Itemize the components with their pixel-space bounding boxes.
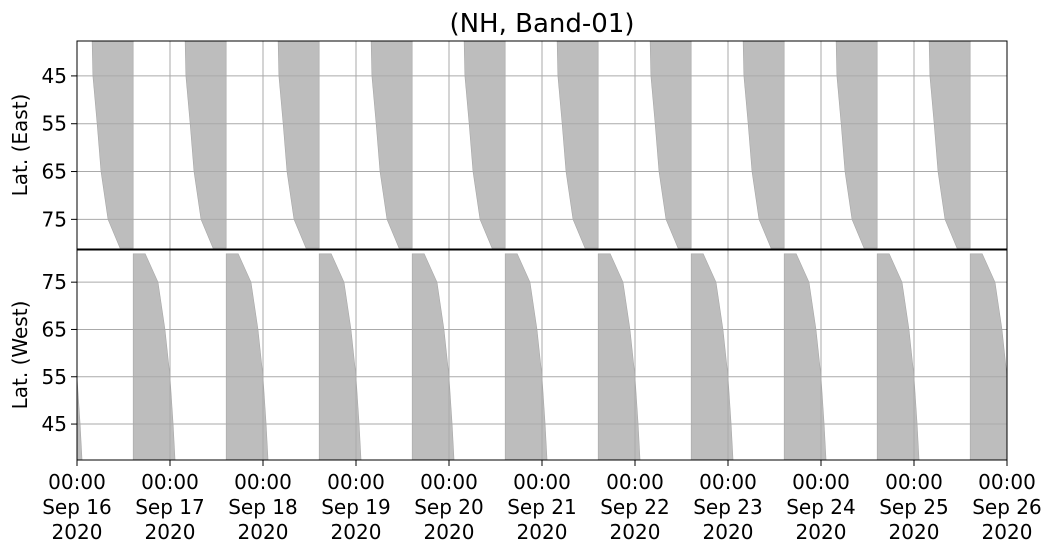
y-axis-label: Lat. (West) [8,301,32,410]
y-tick-label: 65 [42,160,67,184]
plot-area [77,253,1007,460]
coverage-band [742,41,785,249]
coverage-band [783,253,827,460]
coverage-band [411,253,455,460]
x-tick-label: 00:00 Sep 18 2020 [228,470,298,544]
coverage-band [690,253,734,460]
coverage-band [184,41,227,249]
y-tick-label: 55 [42,365,67,389]
coverage-band [91,41,134,249]
coverage-band [463,41,506,249]
coverage-band [649,41,692,249]
x-tick-label: 00:00 Sep 16 2020 [42,470,112,544]
panel-frame [76,40,1008,250]
coverage-band [504,253,548,460]
x-tick-label: 00:00 Sep 17 2020 [135,470,205,544]
x-tick-label: 00:00 Sep 21 2020 [507,470,577,544]
x-tick-label: 00:00 Sep 20 2020 [414,470,484,544]
coverage-band [556,41,599,249]
y-tick-label: 65 [42,317,67,341]
x-tick-label: 00:00 Sep 22 2020 [600,470,670,544]
coverage-band [597,253,641,460]
x-tick-label: 00:00 Sep 25 2020 [879,470,949,544]
chart-title: (NH, Band-01) [449,9,634,39]
plot-area [91,41,971,249]
coverage-band [318,253,362,460]
x-tick-label: 00:00 Sep 24 2020 [786,470,856,544]
coverage-band [277,41,320,249]
coverage-band [928,41,971,249]
coverage-band [835,41,878,249]
x-tick-label: 00:00 Sep 26 2020 [972,470,1042,544]
coverage-band [370,41,413,249]
y-axis-label: Lat. (East) [8,94,32,197]
coverage-band [969,253,1007,460]
y-tick-label: 45 [42,412,67,436]
coverage-band [225,253,269,460]
coverage-band [77,373,83,460]
coverage-band [132,253,176,460]
x-tick-label: 00:00 Sep 23 2020 [693,470,763,544]
y-tick-label: 75 [42,207,67,231]
y-tick-label: 55 [42,112,67,136]
y-tick-label: 75 [42,270,67,294]
coverage-band [876,253,920,460]
x-tick-label: 00:00 Sep 19 2020 [321,470,391,544]
y-tick-label: 45 [42,64,67,88]
